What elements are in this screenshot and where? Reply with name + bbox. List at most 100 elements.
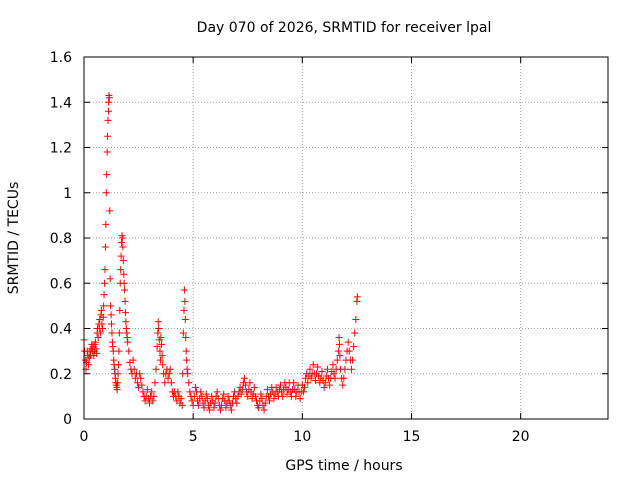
data-point bbox=[335, 340, 343, 348]
data-point bbox=[100, 302, 108, 310]
data-point bbox=[309, 361, 317, 369]
data-point bbox=[190, 392, 198, 400]
data-point bbox=[242, 381, 250, 389]
data-point bbox=[183, 365, 191, 373]
data-point bbox=[154, 318, 162, 326]
data-point bbox=[143, 386, 151, 394]
data-point bbox=[211, 399, 219, 407]
data-point bbox=[165, 370, 173, 378]
y-tick-label: 0 bbox=[63, 412, 72, 428]
data-point bbox=[257, 390, 265, 398]
data-point bbox=[117, 252, 125, 260]
data-point bbox=[149, 397, 157, 405]
data-point bbox=[121, 297, 129, 305]
y-axis-label: SRMTID / TECUs bbox=[6, 182, 22, 295]
data-point bbox=[159, 361, 167, 369]
data-point bbox=[326, 381, 334, 389]
data-point bbox=[178, 401, 186, 409]
data-point bbox=[117, 266, 125, 274]
x-tick-label: 15 bbox=[403, 429, 421, 445]
x-tick-label: 5 bbox=[189, 429, 198, 445]
data-point bbox=[103, 171, 111, 179]
data-point bbox=[181, 297, 189, 305]
data-point bbox=[329, 361, 337, 369]
data-point bbox=[180, 286, 188, 294]
data-point bbox=[296, 395, 304, 403]
data-point bbox=[107, 302, 115, 310]
data-point bbox=[114, 370, 122, 378]
data-point bbox=[100, 291, 108, 299]
data-point bbox=[307, 374, 315, 382]
y-tick-label: 0.8 bbox=[50, 231, 72, 247]
data-point bbox=[251, 392, 259, 400]
data-point bbox=[102, 220, 110, 228]
data-point bbox=[129, 356, 137, 364]
data-point bbox=[191, 383, 199, 391]
data-point bbox=[186, 388, 194, 396]
data-point bbox=[94, 334, 102, 342]
data-point bbox=[250, 383, 258, 391]
data-point bbox=[246, 379, 254, 387]
data-point bbox=[97, 306, 105, 314]
data-point bbox=[352, 315, 360, 323]
data-point bbox=[197, 388, 205, 396]
data-point bbox=[156, 347, 164, 355]
data-point bbox=[114, 379, 122, 387]
data-point bbox=[164, 374, 172, 382]
data-point bbox=[103, 148, 111, 156]
data-point bbox=[133, 379, 141, 387]
data-point bbox=[101, 243, 109, 251]
data-point bbox=[350, 343, 358, 351]
data-point bbox=[121, 309, 129, 317]
y-tick-label: 1 bbox=[63, 186, 72, 202]
data-point bbox=[279, 392, 287, 400]
data-point bbox=[137, 374, 145, 382]
data-point bbox=[244, 392, 252, 400]
data-point bbox=[102, 189, 110, 197]
data-point bbox=[263, 386, 271, 394]
data-point bbox=[124, 338, 132, 346]
data-point bbox=[261, 399, 269, 407]
data-point bbox=[85, 361, 93, 369]
data-point bbox=[339, 381, 347, 389]
data-point bbox=[120, 279, 128, 287]
data-point bbox=[185, 379, 193, 387]
data-point bbox=[121, 286, 129, 294]
data-point bbox=[237, 390, 245, 398]
axis-ticks: 0 5 10 15 20 0 0.2 0.4 0.6 0.8 1 1.2 1.4 1.6 bbox=[50, 50, 608, 445]
data-point bbox=[158, 340, 166, 348]
data-point bbox=[331, 374, 339, 382]
data-point bbox=[334, 347, 342, 355]
data-point bbox=[320, 383, 328, 391]
data-point bbox=[260, 406, 268, 414]
data-point bbox=[321, 379, 329, 387]
data-point bbox=[210, 404, 218, 412]
data-point bbox=[113, 386, 121, 394]
data-point bbox=[105, 98, 113, 106]
data-point bbox=[119, 243, 127, 251]
data-point bbox=[216, 406, 224, 414]
data-point bbox=[351, 329, 359, 337]
data-point bbox=[255, 404, 263, 412]
data-point bbox=[108, 320, 116, 328]
data-point bbox=[258, 395, 266, 403]
data-point bbox=[148, 388, 156, 396]
data-point bbox=[104, 116, 112, 124]
data-point bbox=[227, 406, 235, 414]
data-point bbox=[138, 381, 146, 389]
data-point bbox=[118, 239, 126, 247]
data-point bbox=[150, 392, 158, 400]
data-point bbox=[96, 329, 104, 337]
data-point bbox=[118, 234, 126, 242]
data-point bbox=[106, 275, 114, 283]
data-point bbox=[161, 379, 169, 387]
data-point bbox=[167, 379, 175, 387]
data-point bbox=[184, 370, 192, 378]
data-point bbox=[340, 374, 348, 382]
data-point bbox=[277, 381, 284, 389]
data-point bbox=[233, 399, 241, 407]
y-tick-label: 0.4 bbox=[50, 322, 72, 338]
data-point bbox=[99, 313, 107, 321]
x-axis-label: GPS time / hours bbox=[285, 458, 402, 474]
